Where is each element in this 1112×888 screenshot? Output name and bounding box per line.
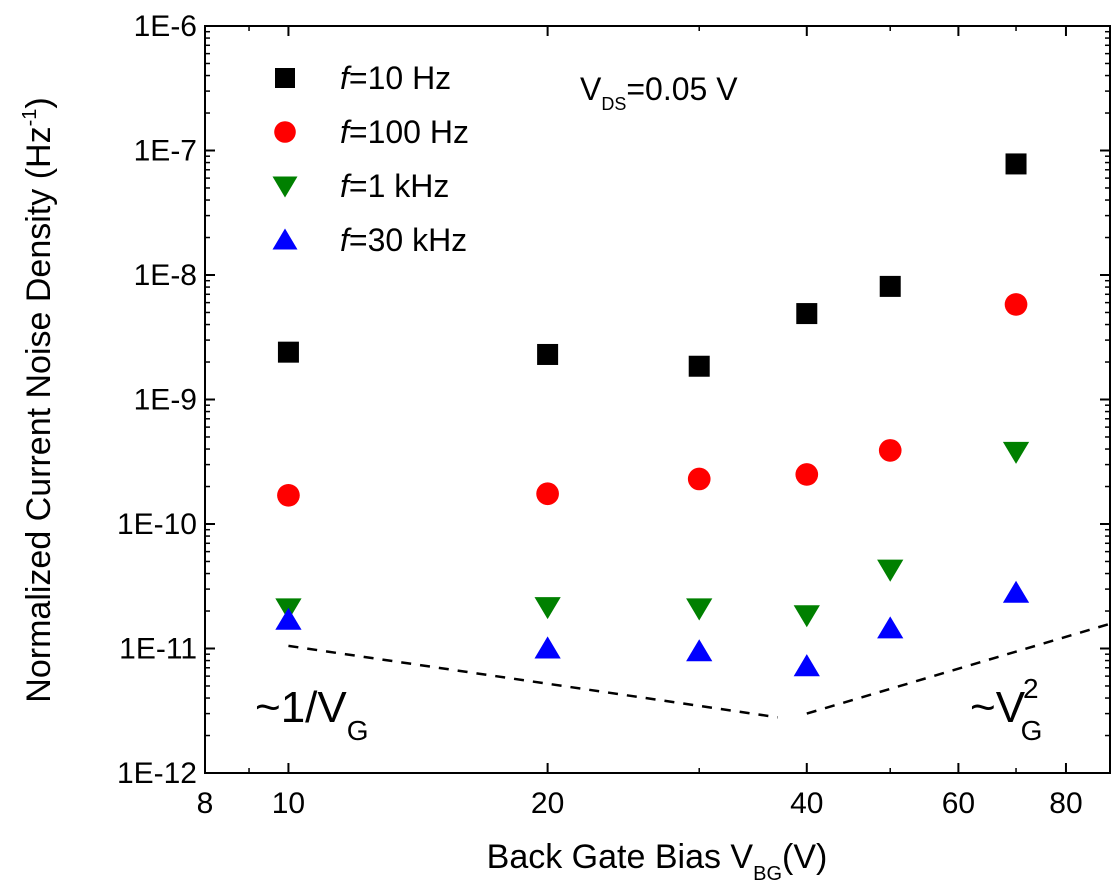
y-axis-title: Normalized Current Noise Density (Hz-1) [19, 97, 58, 702]
data-point-series-0 [537, 343, 559, 365]
data-point-series-1 [687, 467, 711, 491]
legend-marker-2 [272, 176, 298, 198]
vds-annotation: VDS=0.05 V [580, 71, 738, 114]
data-point-series-1 [536, 482, 559, 506]
y-axis-title-sup: -1 [19, 109, 41, 127]
x-tick-label: 60 [942, 787, 975, 820]
x-tick-label: 8 [197, 787, 214, 820]
data-point-series-3 [793, 654, 820, 677]
data-point-series-2 [686, 598, 713, 621]
x-axis-title-sub: BG [753, 863, 782, 885]
data-point-series-2 [534, 597, 561, 620]
data-points [275, 153, 1030, 677]
y-tick-label: 1E-6 [134, 10, 197, 43]
legend-label-1: f=100 Hz [340, 114, 469, 150]
trend-line-squared [806, 622, 1111, 715]
y-tick-label: 1E-10 [117, 508, 197, 541]
vds-tail: =0.05 V [626, 71, 738, 107]
y-tick-label: 1E-11 [119, 633, 197, 666]
y-tick-label: 1E-9 [134, 384, 197, 417]
axis-ticks [204, 25, 1111, 774]
data-point-series-2 [877, 559, 904, 582]
legend-marker-3 [272, 228, 298, 250]
inverse-vg-annotation: ~1/VG [255, 683, 369, 746]
y-tick-label: 1E-8 [134, 259, 197, 292]
legend-label-0: f=10 Hz [340, 60, 451, 96]
data-point-series-1 [1004, 293, 1028, 316]
vg-squared-annotation: ~V2 G [970, 673, 1042, 746]
inv-sub: G [347, 715, 369, 746]
y-tick-label: 1E-7 [134, 135, 197, 168]
x-tick-label: 20 [531, 787, 564, 820]
trend-line-inverse [288, 644, 778, 719]
x-tick-label: 80 [1049, 787, 1082, 820]
data-point-series-3 [534, 636, 561, 659]
legend-marker-1 [274, 121, 296, 143]
data-point-series-1 [878, 439, 902, 462]
y-tick-label: 1E-12 [117, 757, 197, 790]
data-point-series-0 [796, 303, 818, 325]
data-point-series-1 [795, 463, 819, 486]
trend-lines [288, 622, 1111, 719]
x-axis-title: Back Gate Bias VBG(V) [487, 838, 828, 885]
x-axis-title-tail: (V) [782, 838, 827, 876]
sq-main: ~V [970, 683, 1026, 732]
vds-main: V [580, 71, 602, 107]
x-axis-title-main: Back Gate Bias V [487, 838, 754, 876]
vds-sub: DS [601, 94, 626, 114]
inv-main: ~1/V [255, 683, 347, 732]
legend: f=10 Hz f=100 Hz f=1 kHz f=30 kHz [272, 60, 469, 258]
data-point-series-2 [1002, 441, 1030, 464]
data-point-series-3 [1002, 580, 1030, 603]
data-point-series-0 [879, 275, 901, 297]
data-point-series-3 [275, 607, 302, 630]
data-point-series-1 [277, 483, 300, 507]
sq-sub: G [1021, 715, 1043, 746]
data-point-series-0 [277, 341, 299, 363]
y-axis-title-main: Normalized Current Noise Density (Hz [20, 126, 58, 702]
y-axis-title-tail: ) [20, 97, 58, 108]
sq-sup: 2 [1023, 673, 1039, 704]
axis-tick-labels: 1E-12 1E-11 1E-10 1E-9 1E-8 1E-7 1E-6 8 10 20 40 60… [117, 10, 1083, 820]
data-point-series-2 [793, 605, 820, 628]
data-point-series-3 [686, 639, 713, 662]
legend-label-3: f=30 kHz [340, 222, 467, 258]
data-point-series-0 [1005, 153, 1027, 175]
x-tick-label: 10 [272, 787, 305, 820]
legend-marker-0 [275, 68, 295, 88]
x-tick-label: 40 [790, 787, 823, 820]
data-point-series-3 [877, 616, 904, 639]
legend-label-2: f=1 kHz [340, 168, 449, 204]
data-point-series-0 [688, 355, 710, 377]
